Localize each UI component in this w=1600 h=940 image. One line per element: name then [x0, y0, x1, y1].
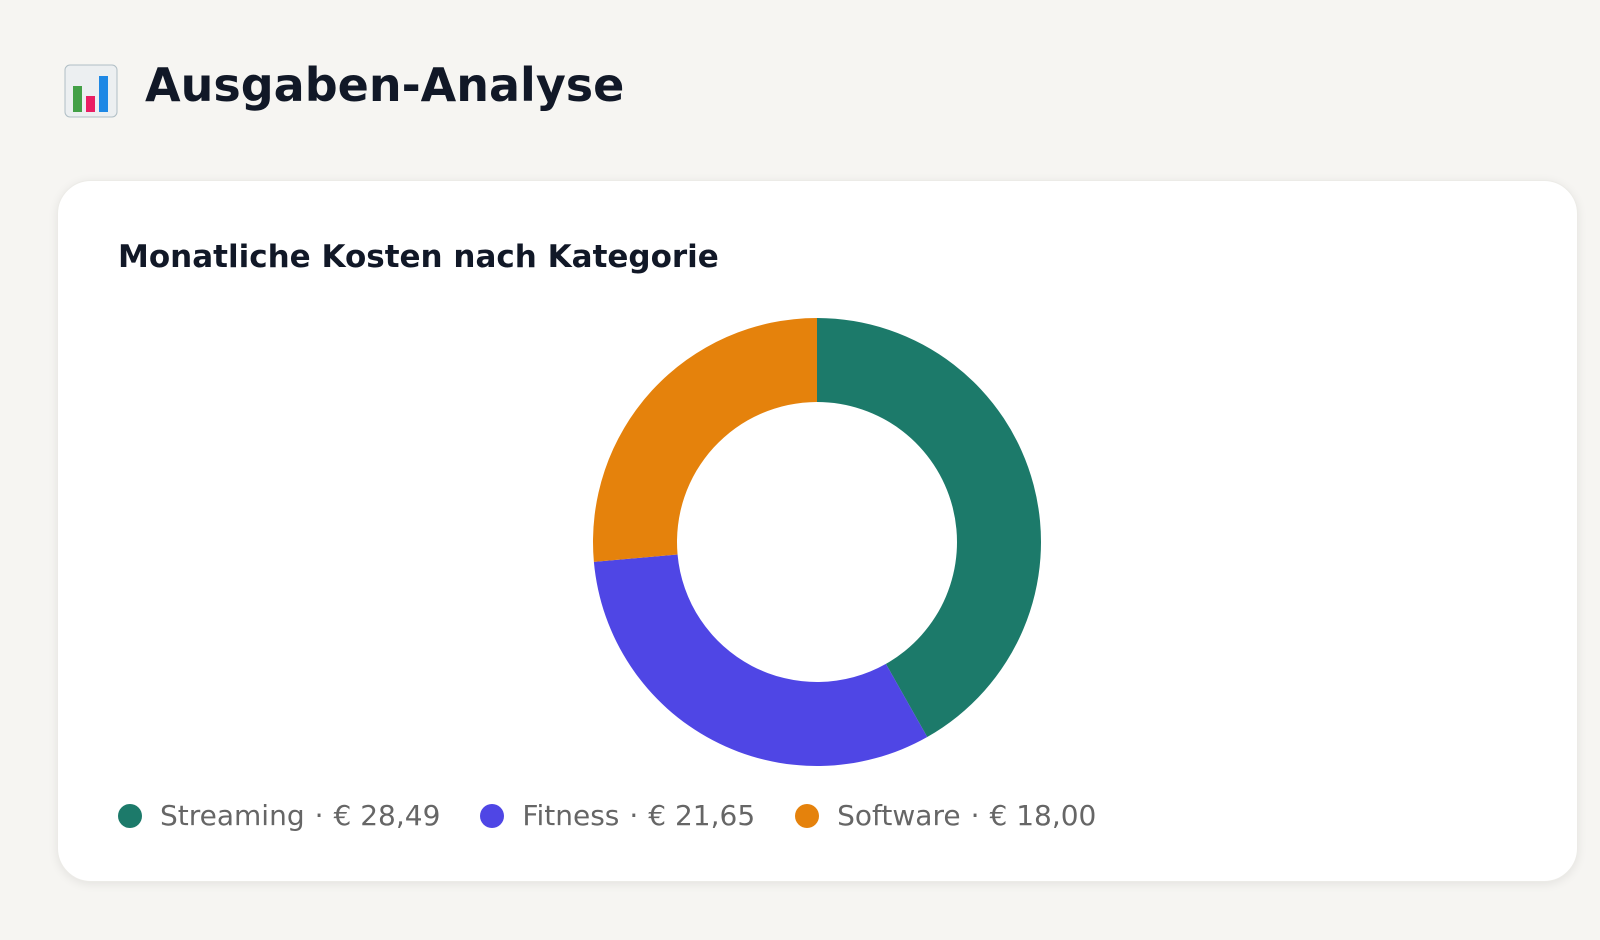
donut-chart	[593, 318, 1042, 767]
legend-label: Fitness	[522, 799, 620, 832]
legend-item: Fitness · € 21,65	[480, 799, 755, 832]
legend-text: Streaming · € 28,49	[160, 799, 440, 832]
legend-swatch	[480, 803, 505, 828]
legend-label: Software	[837, 799, 961, 832]
legend: Streaming · € 28,49 Fitness · € 21,65 Software…	[118, 799, 1096, 832]
legend-item: Software · € 18,00	[795, 799, 1096, 832]
legend-separator: ·	[314, 799, 324, 832]
legend-value: € 18,00	[989, 799, 1097, 832]
chart-card: Monatliche Kosten nach Kategorie Streami…	[57, 180, 1578, 882]
chart-icon	[64, 64, 118, 118]
legend-separator: ·	[629, 799, 639, 832]
legend-text: Fitness · € 21,65	[522, 799, 755, 832]
chart-title: Monatliche Kosten nach Kategorie	[118, 239, 719, 275]
legend-label: Streaming	[160, 799, 305, 832]
donut-slice	[593, 554, 928, 767]
legend-swatch	[118, 803, 142, 828]
donut-slice	[817, 318, 1042, 737]
legend-text: Software · € 18,00	[837, 799, 1096, 832]
legend-value: € 21,65	[648, 799, 756, 832]
legend-item: Streaming · € 28,49	[118, 799, 440, 832]
page-title: Ausgaben-Analyse	[145, 58, 625, 112]
donut-slice	[593, 318, 817, 562]
legend-value: € 28,49	[333, 799, 441, 832]
legend-swatch	[795, 803, 820, 828]
legend-separator: ·	[970, 799, 980, 832]
